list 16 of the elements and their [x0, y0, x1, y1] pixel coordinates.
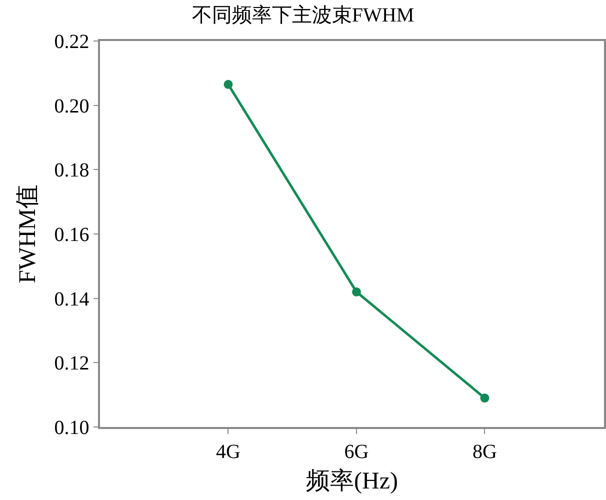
- chart-title: 不同频率下主波束FWHM: [192, 4, 414, 26]
- x-tick-label: 8G: [472, 440, 497, 463]
- point: [224, 80, 233, 89]
- y-tick-label: 0.16: [54, 224, 90, 246]
- y-tick-label: 0.14: [54, 288, 90, 310]
- y-tick-label: 0.12: [54, 352, 90, 375]
- x-tick-label: 6G: [344, 440, 369, 463]
- y-axis-title: FWHM值: [14, 184, 41, 284]
- y-tick-label: 0.10: [54, 417, 90, 439]
- point: [480, 394, 490, 403]
- y-tick-label: 0.20: [54, 95, 90, 118]
- point: [352, 287, 361, 296]
- x-tick-label: 4G: [216, 440, 240, 463]
- x-axis-title: 频率(Hz): [306, 468, 398, 495]
- y-tick-label: 0.18: [54, 160, 90, 182]
- y-tick-label: 0.22: [54, 31, 90, 53]
